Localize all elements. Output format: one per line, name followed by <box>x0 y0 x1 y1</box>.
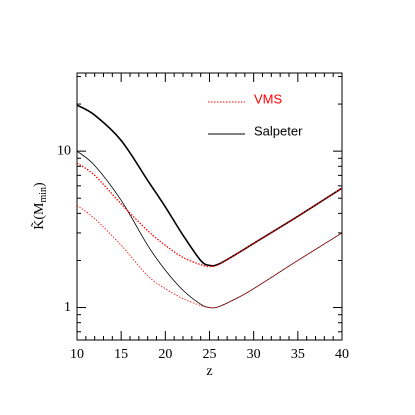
x-tick-label: 35 <box>291 347 305 362</box>
x-tick-label: 15 <box>114 347 128 362</box>
y-label-sub: min <box>38 187 49 203</box>
y-label-close: ) <box>32 182 47 187</box>
legend-label: VMS <box>254 91 283 106</box>
y-tick-label: 10 <box>57 143 71 158</box>
legend-label: Salpeter <box>254 123 303 138</box>
plot-frame <box>76 72 343 341</box>
curve <box>76 150 343 309</box>
y-axis-label: K̃(Mmin) <box>30 182 49 230</box>
x-axis-label: z <box>206 364 212 379</box>
x-tick-label: 40 <box>335 347 349 362</box>
y-label-main: K̃(M <box>30 202 47 230</box>
y-tick-label: 1 <box>64 300 71 315</box>
x-tick-label: 20 <box>158 347 172 362</box>
x-tick-label: 25 <box>203 347 217 362</box>
curve <box>76 205 343 309</box>
x-tick-label: 30 <box>247 347 261 362</box>
curve <box>76 104 343 267</box>
curve <box>76 162 343 268</box>
x-tick-label: 10 <box>70 347 84 362</box>
